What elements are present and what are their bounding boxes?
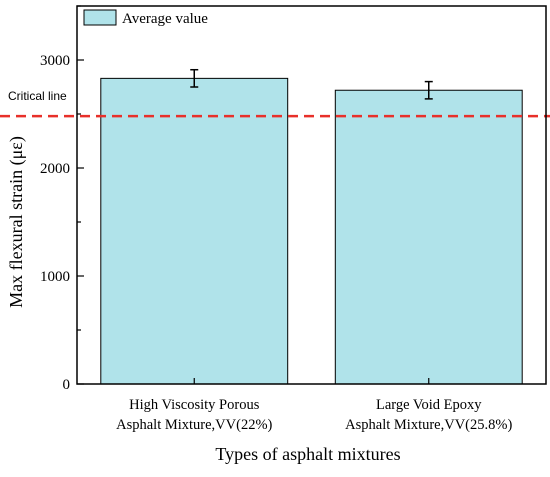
x-tick-label: Asphalt Mixture,VV(25.8%) [345,417,512,433]
plot-frame [76,5,547,385]
legend-swatch [83,9,117,26]
y-tick-label: 0 [63,377,71,393]
x-tick-label: Large Void Epoxy [376,397,482,413]
bar-1 [100,77,289,385]
legend-label: Average value [122,11,208,27]
x-tick-label: Asphalt Mixture,VV(22%) [116,417,272,433]
x-axis-title: Types of asphalt mixtures [215,444,400,464]
y-axis-title: Max flexural strain (με) [6,136,27,308]
critical-line-label: Critical line [8,89,67,103]
y-tick-label: 1000 [40,269,70,285]
y-tick-label: 3000 [40,53,70,69]
x-tick-label: High Viscosity Porous [129,397,260,413]
bar-2 [334,89,523,385]
y-tick-label: 2000 [40,161,70,177]
